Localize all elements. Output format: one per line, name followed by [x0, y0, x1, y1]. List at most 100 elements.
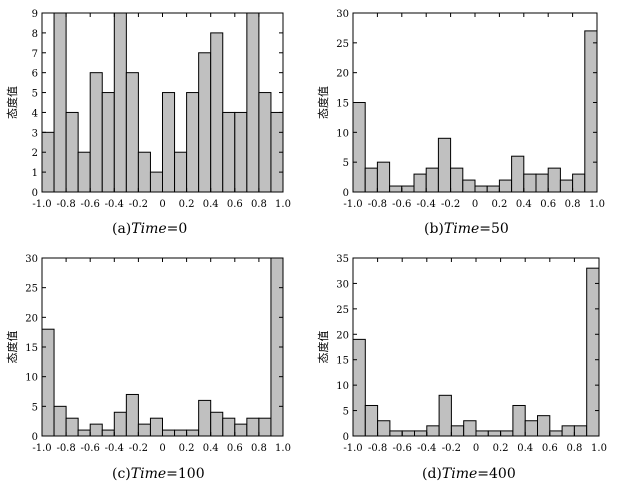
bar	[186, 429, 200, 437]
x-tick-label: -0.4	[417, 199, 436, 210]
bar	[210, 411, 224, 437]
y-tick-label: 0	[343, 188, 349, 199]
x-tick-label: 0	[473, 443, 479, 454]
bar	[77, 429, 91, 437]
caption-value: =0	[166, 221, 188, 237]
bar	[222, 111, 236, 193]
histogram-panel-a: 0 1 2 3 4 5 6 7 8 9 -1.0 -0.8 -0.6 -0.4 -0.2 0 0.2 0.4 0.6…	[5, 9, 291, 210]
y-tick-label: 20	[336, 330, 349, 341]
bar	[524, 420, 538, 437]
bar	[377, 420, 391, 437]
bar	[246, 12, 260, 193]
bar	[559, 179, 574, 193]
histogram-panel-c: 0 5 10 15 20 25 30 -1.0 -0.8 -0.6 -0.4 -0.2 0 0.2 0.4 0…	[5, 254, 291, 454]
bar	[89, 423, 103, 437]
x-tick-label: -1.0	[32, 443, 51, 454]
x-tick-label: 0.2	[179, 443, 195, 454]
y-tick-label: 15	[25, 343, 38, 354]
x-tick-label: 0.6	[227, 443, 243, 454]
x-tick-label: -0.6	[392, 199, 411, 210]
bar	[414, 430, 428, 437]
y-tick-label: 5	[343, 158, 349, 169]
x-tick-label: 0.4	[516, 199, 532, 210]
bar	[425, 167, 439, 193]
bar	[113, 12, 127, 193]
bar	[65, 111, 79, 193]
y-tick-label: 10	[336, 381, 349, 392]
bar	[572, 173, 586, 193]
bar	[258, 417, 272, 437]
bar	[125, 72, 139, 193]
y-axis-label: 态度值	[5, 331, 19, 364]
caption-b: (b)Time=50	[424, 221, 509, 237]
y-tick-label: 8	[32, 29, 38, 40]
x-tick-label: -0.4	[417, 443, 436, 454]
caption-a: (a)Time=0	[112, 221, 187, 237]
y-tick-label: 15	[336, 99, 349, 110]
caption-label: (d)	[422, 466, 442, 482]
y-tick-label: 25	[336, 39, 349, 50]
bar	[401, 430, 415, 437]
y-tick-label: 0	[32, 432, 38, 443]
x-tick-label: 0.6	[227, 199, 243, 210]
bar	[65, 417, 79, 437]
bar	[149, 417, 163, 437]
bar	[352, 102, 366, 193]
bar	[41, 328, 55, 437]
x-tick-label: 1.0	[275, 443, 291, 454]
y-tick-label: 10	[336, 128, 349, 139]
x-tick-label: -0.6	[81, 443, 100, 454]
y-tick-label: 20	[336, 69, 349, 80]
bar	[475, 430, 489, 437]
bar	[438, 394, 452, 437]
y-tick-label: 9	[32, 9, 38, 20]
x-tick-label: 0.8	[565, 199, 581, 210]
x-tick-label: -0.8	[368, 199, 387, 210]
y-tick-label: 1	[32, 168, 38, 179]
bar	[413, 173, 427, 193]
bar	[523, 173, 537, 193]
bar	[162, 429, 176, 437]
y-tick-label: 25	[25, 284, 38, 295]
bar	[364, 167, 378, 193]
y-axis-label: 态度值	[5, 86, 19, 119]
caption-value: =400	[477, 466, 516, 482]
caption-label: (c)	[112, 466, 131, 482]
x-tick-label: 0	[159, 443, 165, 454]
x-tick-label: -0.8	[56, 443, 75, 454]
x-tick-label: -0.2	[129, 199, 148, 210]
x-tick-label: 1.0	[591, 443, 607, 454]
bar	[561, 425, 575, 437]
y-tick-label: 2	[32, 148, 38, 159]
y-axis-label: 态度值	[316, 86, 330, 119]
bar	[137, 423, 151, 437]
x-tick-label: 0.4	[203, 199, 219, 210]
x-tick-label: -0.2	[129, 443, 148, 454]
bar	[389, 185, 403, 193]
bar	[364, 404, 379, 437]
y-tick-label: 20	[25, 313, 38, 324]
x-tick-label: 0.2	[179, 199, 195, 210]
x-tick-label: 0.6	[542, 443, 558, 454]
bar	[198, 399, 212, 437]
y-tick-label: 5	[343, 407, 349, 418]
x-tick-label: -0.2	[441, 199, 460, 210]
y-tick-label: 5	[32, 402, 38, 413]
x-tick-label: -0.4	[105, 443, 124, 454]
caption-c: (c)Time=100	[112, 466, 205, 482]
plot-frame	[41, 257, 284, 437]
bar	[486, 185, 500, 193]
x-tick-label: -0.4	[105, 199, 124, 210]
caption-value: =50	[479, 221, 509, 237]
bar	[89, 72, 103, 193]
bar	[234, 111, 248, 193]
x-tick-label: -0.6	[81, 199, 100, 210]
bar	[487, 430, 502, 437]
bar	[77, 151, 91, 193]
caption-label: (b)	[424, 221, 444, 237]
bar	[352, 338, 366, 437]
x-tick-label: 0	[159, 199, 165, 210]
bar	[53, 405, 67, 437]
caption-var: Time	[130, 466, 167, 482]
y-tick-label: 35	[336, 254, 349, 265]
